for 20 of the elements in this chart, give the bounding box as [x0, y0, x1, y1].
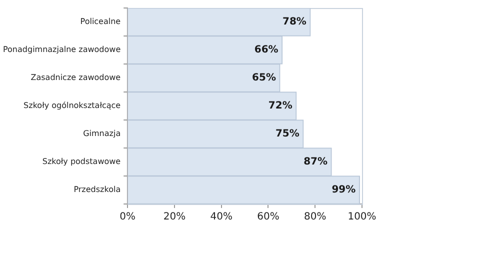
- x-tick-label: 0%: [120, 212, 136, 223]
- data-label: 65%: [252, 72, 276, 84]
- data-label: 87%: [304, 156, 328, 168]
- x-tick-label: 80%: [304, 212, 326, 223]
- x-tick-label: 60%: [257, 212, 280, 223]
- y-tick-label: Gimnazja: [83, 129, 121, 138]
- y-tick-label: Zasadnicze zawodowe: [30, 73, 121, 82]
- data-label: 78%: [282, 16, 306, 28]
- y-tick-label: Ponadgimnazjalne zawodowe: [3, 45, 121, 54]
- y-tick-label: Szkoły ogólnokształcące: [24, 101, 121, 110]
- data-label: 99%: [332, 184, 356, 196]
- x-tick-label: 40%: [210, 212, 232, 223]
- y-tick-label: Szkoły podstawowe: [42, 157, 121, 166]
- data-label: 75%: [275, 128, 300, 140]
- data-label: 72%: [268, 100, 292, 112]
- data-label: 66%: [254, 44, 278, 56]
- y-tick-label: Przedszkola: [74, 185, 121, 194]
- x-tick-label: 20%: [163, 212, 186, 223]
- y-tick-label: Policealne: [80, 17, 121, 26]
- x-tick-label: 100%: [348, 212, 376, 223]
